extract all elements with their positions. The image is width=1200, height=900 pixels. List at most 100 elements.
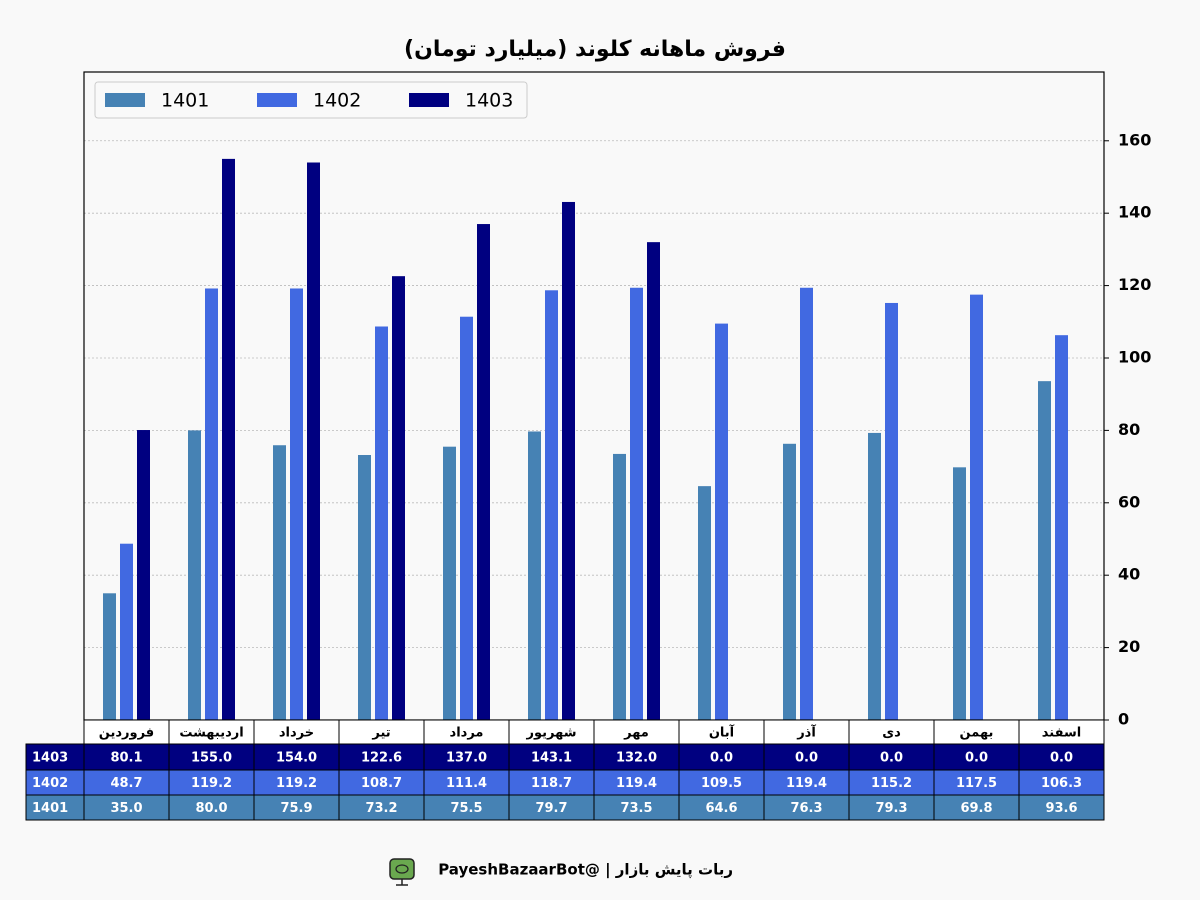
table-cell — [848, 794, 935, 821]
bar — [953, 467, 966, 720]
table-cell — [508, 769, 595, 796]
bar — [868, 432, 881, 720]
table-cell — [848, 743, 935, 771]
table-cell — [83, 794, 170, 821]
table-value: 122.6 — [361, 751, 402, 766]
bar — [562, 201, 575, 720]
bar — [1038, 381, 1051, 720]
chart-title: فروش ماهانه کلوند (میلیارد تومان) — [404, 37, 786, 62]
bar — [307, 162, 320, 720]
plot-area — [84, 72, 1104, 720]
table-value: 137.0 — [446, 751, 487, 766]
bar — [188, 430, 201, 720]
table-value: 0.0 — [965, 751, 988, 766]
legend-label: 1402 — [313, 90, 361, 112]
x-tick-label: دی — [882, 726, 901, 741]
x-tick-label: اسفند — [1042, 726, 1081, 741]
table-value: 73.2 — [365, 801, 397, 816]
bar — [443, 446, 456, 720]
x-tick-label: شهریور — [526, 726, 577, 741]
legend-label: 1403 — [465, 90, 513, 112]
table-value: 64.6 — [705, 801, 737, 816]
table-header-cell — [1018, 719, 1105, 745]
y-tick-label: 40 — [1118, 565, 1140, 584]
bar — [358, 455, 371, 720]
table-cell — [253, 769, 340, 796]
table-value: 35.0 — [110, 801, 142, 816]
bar — [528, 431, 541, 720]
table-value: 109.5 — [701, 776, 742, 791]
table-value: 115.2 — [871, 776, 912, 791]
table-value: 119.4 — [786, 776, 827, 791]
y-tick-label: 20 — [1118, 637, 1140, 656]
table-value: 106.3 — [1041, 776, 1082, 791]
table-cell — [678, 769, 765, 796]
table-value: 117.5 — [956, 776, 997, 791]
bar — [205, 288, 218, 720]
table-header-cell — [933, 719, 1020, 745]
x-tick-label: بهمن — [960, 726, 994, 741]
footer-text: ربات پایش بازار | @PayeshBazaarBot — [438, 861, 733, 880]
y-tick-label: 100 — [1118, 347, 1151, 366]
x-tick-label: تیر — [371, 726, 390, 741]
table-value: 79.3 — [875, 801, 907, 816]
table-value: 80.1 — [110, 751, 142, 766]
table-value: 119.4 — [616, 776, 657, 791]
bar — [885, 302, 898, 720]
table-value: 69.8 — [960, 801, 992, 816]
table-row-label: 1403 — [32, 751, 68, 766]
y-tick-label: 140 — [1118, 203, 1151, 222]
table-value: 0.0 — [1050, 751, 1073, 766]
table-cell — [253, 743, 340, 771]
x-tick-label: مهر — [623, 726, 649, 741]
table-value: 73.5 — [620, 801, 652, 816]
table-header-cell — [83, 719, 170, 745]
bar — [120, 543, 133, 720]
table-cell — [508, 794, 595, 821]
bar — [783, 443, 796, 720]
bar — [630, 287, 643, 720]
y-tick-label: 120 — [1118, 275, 1151, 294]
table-value: 132.0 — [616, 751, 657, 766]
table-row-label: 1402 — [32, 776, 68, 791]
bar — [715, 323, 728, 720]
table-value: 0.0 — [795, 751, 818, 766]
table-header-cell — [763, 719, 850, 745]
table-value: 75.9 — [280, 801, 312, 816]
table-cell — [1018, 769, 1105, 796]
table-value: 154.0 — [276, 751, 317, 766]
legend-label: 1401 — [161, 90, 209, 112]
table-value: 80.0 — [195, 801, 227, 816]
bar — [970, 294, 983, 720]
x-tick-label: فروردین — [99, 726, 154, 741]
y-tick-label: 160 — [1118, 130, 1151, 149]
table-cell — [423, 769, 510, 796]
table-value: 155.0 — [191, 751, 232, 766]
legend-box — [94, 81, 528, 119]
legend-swatch — [409, 93, 449, 107]
table-cell — [83, 743, 170, 771]
bar — [460, 316, 473, 720]
bar — [103, 593, 116, 720]
table-cell — [168, 769, 255, 796]
table-cell — [933, 794, 1020, 821]
x-tick-label: آبان — [709, 724, 735, 741]
y-tick-label: 60 — [1118, 492, 1140, 511]
bar — [273, 445, 286, 720]
y-tick-label: 0 — [1118, 710, 1129, 729]
x-tick-label: خرداد — [279, 726, 314, 741]
table-cell — [933, 769, 1020, 796]
x-tick-label: آذر — [796, 724, 816, 741]
table-value: 93.6 — [1045, 801, 1077, 816]
table-row-label: 1401 — [32, 801, 68, 816]
footer-icon — [389, 858, 415, 886]
table-cell — [763, 794, 850, 821]
table-cell — [253, 794, 340, 821]
table-value: 119.2 — [191, 776, 232, 791]
x-tick-label: اردیبهشت — [179, 726, 243, 741]
bar — [1055, 335, 1068, 720]
table-value: 143.1 — [531, 751, 572, 766]
table-value: 48.7 — [110, 776, 142, 791]
